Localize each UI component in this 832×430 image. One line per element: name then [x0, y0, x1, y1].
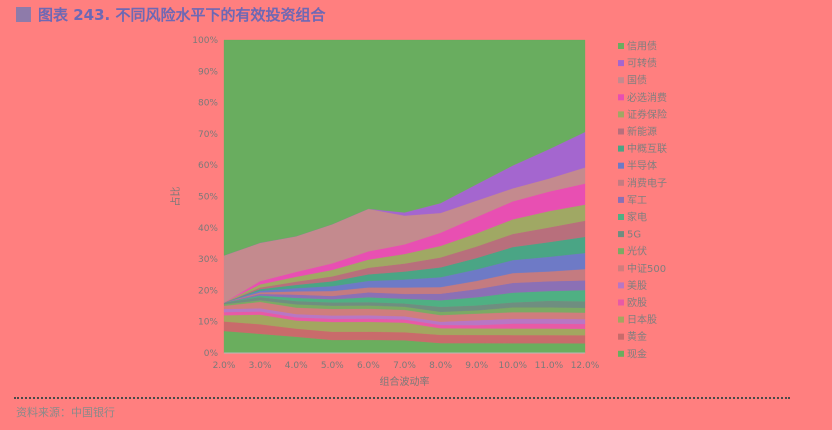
y-tick-label: 20% — [198, 286, 218, 296]
x-tick-label: 2.0% — [213, 361, 236, 371]
y-tick-label: 0% — [204, 349, 219, 359]
x-tick-label: 3.0% — [249, 361, 272, 371]
legend-label: 光伏 — [627, 245, 647, 258]
chart-title-bar: 图表 243. 不同风险水平下的有效投资组合 — [16, 4, 325, 24]
legend-swatch — [618, 214, 624, 220]
legend-swatch — [618, 179, 624, 186]
legend-swatch — [618, 316, 624, 323]
y-tick-label: 30% — [198, 255, 218, 265]
y-axis-label: 占比 — [169, 187, 182, 207]
area-series-18 — [223, 39, 586, 256]
x-tick-label: 7.0% — [393, 361, 416, 371]
y-tick-label: 50% — [198, 193, 218, 203]
y-tick-label: 10% — [198, 318, 218, 328]
x-tick-label: 10.0% — [499, 361, 528, 371]
legend-label: 可转债 — [627, 57, 657, 70]
x-tick-label: 8.0% — [429, 361, 452, 371]
legend-label: 日本股 — [627, 313, 657, 326]
legend-label: 信用债 — [627, 40, 657, 53]
legend-label: 军工 — [627, 194, 647, 206]
x-tick-label: 12.0% — [571, 361, 600, 371]
legend-label: 必选消费 — [627, 91, 667, 104]
legend-swatch — [618, 94, 624, 101]
legend-label: 新能源 — [627, 125, 657, 138]
legend-label: 家电 — [627, 211, 647, 224]
axes-group: 0% 10% 20% 30% 40% 50% 60% 70% 80% 90% 100% 2.0% 3.0… — [169, 36, 600, 388]
legend-swatch — [618, 299, 624, 306]
y-tick-label: 80% — [198, 99, 218, 109]
y-tick-label: 40% — [198, 224, 218, 234]
legend-swatch — [618, 248, 624, 255]
legend-label: 消费电子 — [627, 176, 667, 189]
legend-label: 证券保险 — [627, 108, 667, 121]
legend-swatch — [618, 128, 624, 135]
chart-title: 图表 243. 不同风险水平下的有效投资组合 — [38, 5, 326, 24]
x-tick-label: 5.0% — [321, 361, 344, 371]
legend-swatch — [618, 282, 624, 289]
legend-label: 5G — [627, 230, 641, 241]
footer-divider — [14, 397, 790, 399]
legend-swatch — [618, 162, 624, 169]
x-tick-label: 11.0% — [535, 361, 564, 371]
legend-swatch — [618, 77, 624, 84]
legend-label: 美股 — [627, 279, 647, 292]
legend-label: 中概互联 — [627, 142, 667, 155]
legend-swatch — [618, 111, 624, 118]
legend-swatch — [618, 350, 624, 357]
legend-swatch — [618, 333, 624, 340]
y-tick-label: 100% — [192, 36, 218, 46]
y-tick-label: 70% — [198, 130, 218, 140]
y-tick-label: 90% — [198, 67, 218, 77]
source-note: 资料来源：中国银行 — [16, 406, 115, 419]
legend-label: 欧股 — [627, 297, 647, 309]
legend-label: 现金 — [627, 347, 647, 360]
legend-label: 国债 — [627, 74, 647, 87]
legend-label: 中证500 — [627, 262, 666, 275]
legend-swatch — [618, 196, 624, 203]
x-tick-label: 6.0% — [357, 361, 380, 371]
legend-swatch — [618, 265, 624, 272]
area-series-group — [223, 39, 586, 354]
x-axis-label: 组合波动率 — [380, 375, 430, 388]
legend-label: 半导体 — [627, 159, 657, 172]
legend-label: 黄金 — [627, 330, 647, 343]
y-tick-label: 60% — [198, 161, 218, 171]
legend-swatch — [618, 231, 624, 238]
stacked-area-chart: 0% 10% 20% 30% 40% 50% 60% 70% 80% 90% 100% 2.0% 3.0… — [169, 36, 667, 388]
legend-swatch — [618, 43, 624, 49]
x-tick-label: 4.0% — [285, 361, 308, 371]
legend-swatch — [618, 60, 624, 67]
x-tick-label: 9.0% — [465, 361, 488, 371]
title-square-icon — [16, 6, 31, 22]
legend-swatch — [618, 145, 624, 152]
